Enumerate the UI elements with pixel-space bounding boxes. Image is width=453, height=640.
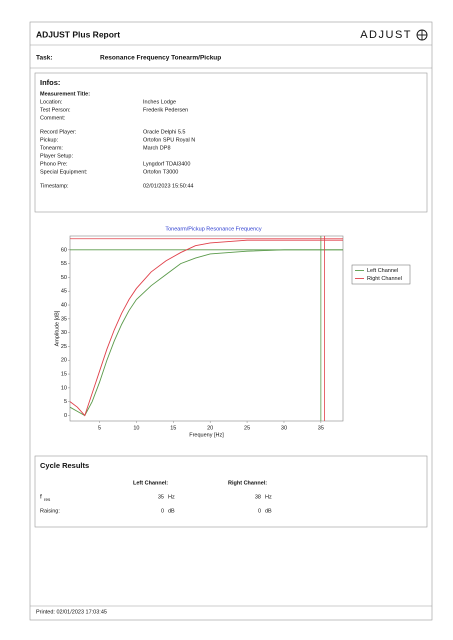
y-tick-label: 15 bbox=[61, 372, 67, 378]
x-axis-label: Frequeny [Hz] bbox=[189, 432, 224, 438]
y-tick-label: 55 bbox=[61, 261, 67, 267]
y-tick-label: 30 bbox=[61, 330, 67, 336]
x-tick-label: 5 bbox=[98, 425, 101, 431]
x-tick-label: 25 bbox=[244, 425, 250, 431]
x-tick-label: 20 bbox=[207, 425, 213, 431]
y-tick-label: 0 bbox=[64, 413, 67, 419]
chart-title: Tonearm/Pickup Resonance Frequency bbox=[165, 226, 262, 232]
info-label: Test Person: bbox=[40, 107, 71, 113]
right-value: 0 bbox=[258, 508, 261, 514]
info-label: Comment: bbox=[40, 115, 66, 121]
y-tick-label: 20 bbox=[61, 358, 67, 364]
right-header: Right Channel: bbox=[228, 480, 267, 486]
right-unit: Hz bbox=[265, 494, 272, 500]
logo-icon bbox=[416, 29, 428, 41]
info-label: Player Setup: bbox=[40, 153, 73, 159]
info-label: Special Equipment: bbox=[40, 169, 88, 175]
report-title: ADJUST Plus Report bbox=[36, 29, 120, 39]
info-label: Pickup: bbox=[40, 137, 59, 143]
plot-frame bbox=[69, 235, 344, 422]
x-tick-label: 35 bbox=[318, 425, 324, 431]
legend-box bbox=[351, 264, 411, 285]
measurement-title-label: Measurement Title: bbox=[40, 91, 90, 97]
left-header: Left Channel: bbox=[133, 480, 168, 486]
left-value: 0 bbox=[161, 508, 164, 514]
y-tick-label: 10 bbox=[61, 385, 67, 391]
x-tick-label: 30 bbox=[281, 425, 287, 431]
y-tick-label: 45 bbox=[61, 289, 67, 295]
info-label: Record Player: bbox=[40, 129, 77, 135]
result-label: Raising: bbox=[40, 508, 60, 514]
y-tick-label: 50 bbox=[61, 275, 67, 281]
results-title: Cycle Results bbox=[40, 461, 89, 470]
series-line bbox=[69, 249, 343, 417]
info-value: 02/01/2023 15:50:44 bbox=[143, 183, 193, 189]
left-unit: Hz bbox=[168, 494, 175, 500]
task-value: Resonance Frequency Tonearm/Pickup bbox=[100, 55, 221, 62]
logo-text: ADJUST bbox=[360, 29, 412, 41]
info-value: Inches Lodge bbox=[143, 99, 176, 105]
infos-title: Infos: bbox=[40, 78, 60, 87]
y-tick-label: 5 bbox=[64, 399, 67, 405]
info-value: Lyngdorf TDAI3400 bbox=[143, 161, 190, 167]
x-tick-label: 15 bbox=[170, 425, 176, 431]
infos-box bbox=[34, 72, 428, 213]
y-axis-label: Amplitude [dB] bbox=[54, 310, 60, 346]
chart: Tonearm/Pickup Resonance Frequency 0 5 10 15… bbox=[54, 226, 411, 438]
page-frame bbox=[29, 21, 433, 621]
infos-fields: Location: Inches Lodge Test Person: Frederi… bbox=[40, 99, 195, 189]
info-label: Location: bbox=[40, 99, 63, 105]
right-unit: dB bbox=[265, 508, 272, 514]
printed-timestamp: Printed: 02/01/2023 17:03:45 bbox=[36, 609, 107, 615]
y-tick-label: 25 bbox=[61, 344, 67, 350]
result-symbol: f bbox=[40, 494, 42, 501]
task-label: Task: bbox=[36, 55, 53, 62]
results-rows: f res 35 Hz 38 Hz Raising: 0 dB 0 dB bbox=[40, 494, 272, 515]
legend-label: Left Channel bbox=[367, 268, 398, 274]
info-value: March DP8 bbox=[143, 145, 171, 151]
result-subscript: res bbox=[44, 497, 51, 502]
info-label: Tonearm: bbox=[40, 145, 63, 151]
x-tick-label: 10 bbox=[133, 425, 139, 431]
right-value: 38 bbox=[255, 494, 261, 500]
results-box bbox=[34, 455, 428, 528]
info-label: Timestamp: bbox=[40, 183, 69, 189]
info-value: Oracle Delphi 5.5 bbox=[143, 129, 186, 135]
left-unit: dB bbox=[168, 508, 175, 514]
info-value: Ortofon T3000 bbox=[143, 169, 178, 175]
y-tick-label: 40 bbox=[61, 302, 67, 308]
info-label: Phono Pre: bbox=[40, 161, 68, 167]
left-value: 35 bbox=[158, 494, 164, 500]
y-tick-label: 35 bbox=[61, 316, 67, 322]
series-line bbox=[69, 239, 343, 417]
info-value: Frederik Pedersen bbox=[143, 107, 188, 113]
legend-label: Right Channel bbox=[367, 276, 402, 282]
info-value: Ortofon SPU Royal N bbox=[143, 137, 195, 143]
y-tick-label: 60 bbox=[61, 247, 67, 253]
